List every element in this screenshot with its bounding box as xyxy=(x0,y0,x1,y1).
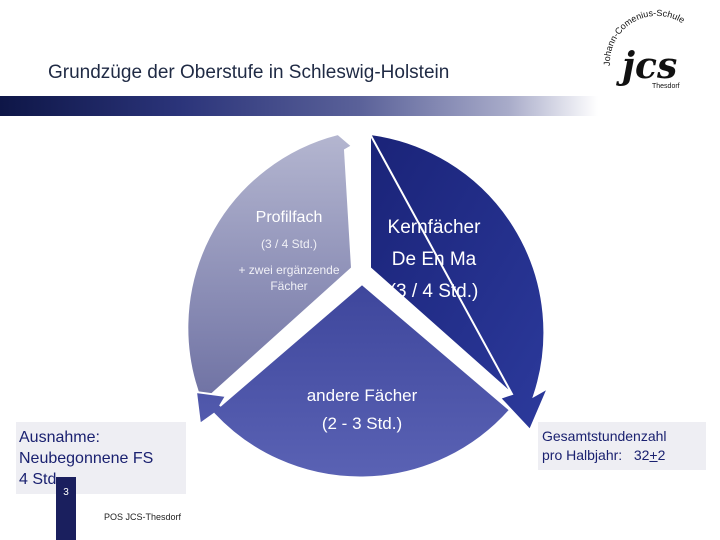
total-value-pm: + xyxy=(649,447,658,463)
total-hours-note: Gesamtstundenzahl pro Halbjahr: 32+2 xyxy=(538,422,706,470)
profil-title: Profilfach xyxy=(255,209,323,226)
total-label: pro Halbjahr: xyxy=(542,447,623,463)
segment-profil xyxy=(186,132,354,405)
exception-line-3: 4 Std. xyxy=(19,471,61,488)
exception-note: Ausnahme: Neubegonnene FS 4 Std. xyxy=(16,422,186,494)
logo-place: Thesdorf xyxy=(652,83,680,90)
andere-text: andere Fächer (2 - 3 Std.) xyxy=(272,382,452,438)
exception-line-2: Neubegonnene FS xyxy=(19,450,154,467)
total-line-2: pro Halbjahr: 32+2 xyxy=(542,446,702,465)
title-gradient-bar xyxy=(0,96,598,116)
kern-subjects: De En Ma xyxy=(391,249,477,270)
andere-hours: (2 - 3 Std.) xyxy=(321,414,403,433)
kern-hours: (3 / 4 Std.) xyxy=(389,281,479,302)
logo-letters: jcs xyxy=(616,45,677,87)
kern-text: Kernfächer De En Ma (3 / 4 Std.) xyxy=(372,212,496,308)
andere-title: andere Fächer xyxy=(306,386,418,405)
exception-line-1: Ausnahme: xyxy=(19,429,100,446)
total-value-base: 32 xyxy=(633,447,650,463)
kern-title: Kernfächer xyxy=(387,217,481,238)
page-title: Grundzüge der Oberstufe in Schleswig-Hol… xyxy=(48,62,450,83)
segment-andere xyxy=(194,282,512,479)
profil-hours: (3 / 4 Std.) xyxy=(260,237,318,251)
total-value-delta: 2 xyxy=(657,447,666,463)
footer-text: POS JCS-Thesdorf xyxy=(104,512,182,522)
school-logo: Johann-Comenius-Schule jcs Thesdorf xyxy=(602,8,687,90)
total-line-1: Gesamtstundenzahl xyxy=(542,428,667,444)
segment-kern xyxy=(368,132,551,432)
profil-extra: + zwei ergänzende Fächer xyxy=(238,263,340,293)
page-number: 3 xyxy=(56,477,76,540)
